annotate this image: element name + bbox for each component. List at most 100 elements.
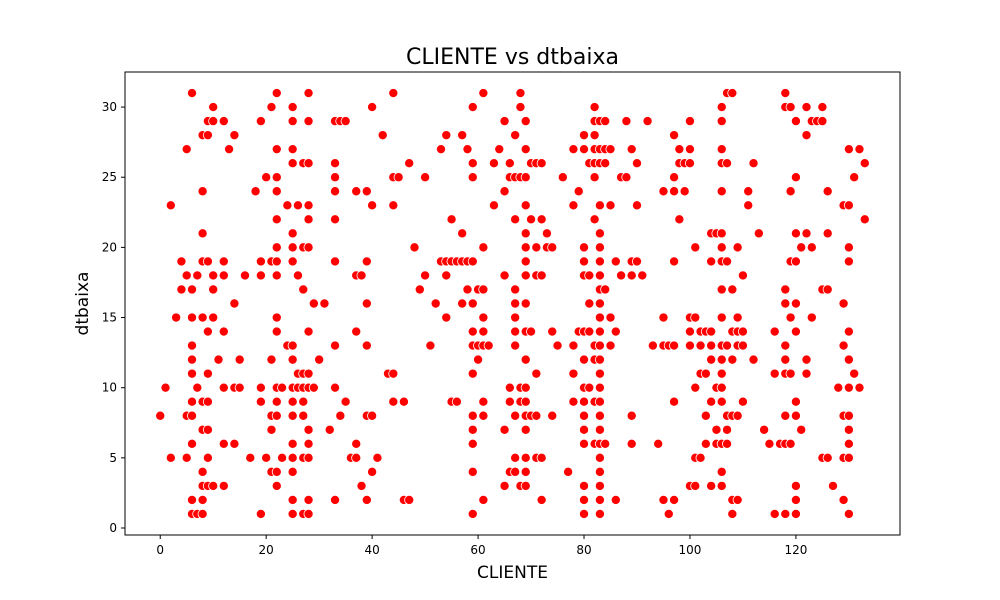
data-point [589,130,600,141]
data-point [653,438,664,449]
data-point [467,326,478,337]
data-point [330,172,341,183]
data-point [716,144,727,155]
data-point [817,116,828,127]
data-point [488,158,499,169]
data-point [859,158,870,169]
data-point [610,326,621,337]
data-point [303,88,314,99]
data-point [526,214,537,225]
y-tick-label: 30 [102,100,117,114]
data-point [208,116,219,127]
data-point [743,200,754,211]
data-point [727,508,738,519]
data-point [414,284,425,295]
data-point [510,466,521,477]
data-point [669,396,680,407]
x-axis-label: CLIENTE [477,563,548,583]
data-point [547,326,558,337]
data-point [579,144,590,155]
data-point [589,214,600,225]
data-point [187,354,198,365]
data-point [594,270,605,281]
data-point [801,228,812,239]
data-point [308,298,319,309]
data-point [197,312,208,323]
data-point [292,200,303,211]
data-point [631,158,642,169]
data-point [441,312,452,323]
data-point [631,256,642,267]
data-point [626,270,637,281]
data-point [801,354,812,365]
data-point [367,200,378,211]
data-point [785,312,796,323]
data-point [187,368,198,379]
data-point [218,438,229,449]
data-point [298,410,309,421]
data-point [271,144,282,155]
data-point [579,242,590,253]
data-point [467,172,478,183]
data-point [706,340,717,351]
data-point [478,312,489,323]
data-point [700,368,711,379]
data-point [790,172,801,183]
data-point [716,312,727,323]
data-point [732,242,743,253]
data-point [187,88,198,99]
data-point [594,242,605,253]
data-point [568,396,579,407]
data-point [187,312,198,323]
data-point [706,256,717,267]
data-point [271,214,282,225]
data-point [716,186,727,197]
data-point [515,88,526,99]
data-point [255,270,266,281]
data-point [594,452,605,463]
data-point [282,200,293,211]
data-point [568,144,579,155]
data-point [504,396,515,407]
data-point [594,396,605,407]
data-point [171,312,182,323]
chart-title: CLIENTE vs dtbaixa [406,45,619,70]
data-point [785,438,796,449]
data-point [843,354,854,365]
data-point [303,214,314,225]
data-point [277,382,288,393]
data-point [266,354,277,365]
data-point [600,438,611,449]
data-point [404,494,415,505]
data-point [520,298,531,309]
data-point [435,144,446,155]
data-point [388,200,399,211]
data-point [594,410,605,421]
data-point [271,172,282,183]
data-point [716,480,727,491]
data-point [843,144,854,155]
data-point [626,410,637,421]
data-point [202,424,213,435]
data-point [843,508,854,519]
data-point [192,382,203,393]
data-point [208,480,219,491]
data-point [594,368,605,379]
data-point [504,158,515,169]
data-point [637,270,648,281]
y-tick-label: 0 [109,521,117,535]
data-point [510,326,521,337]
data-point [292,270,303,281]
data-point [499,116,510,127]
data-point [478,242,489,253]
data-point [716,354,727,365]
data-point [361,256,372,267]
data-point [324,424,335,435]
data-point [669,130,680,141]
data-point [621,116,632,127]
data-point [610,494,621,505]
data-point [298,284,309,295]
data-point [605,312,616,323]
data-point [478,326,489,337]
data-point [488,200,499,211]
